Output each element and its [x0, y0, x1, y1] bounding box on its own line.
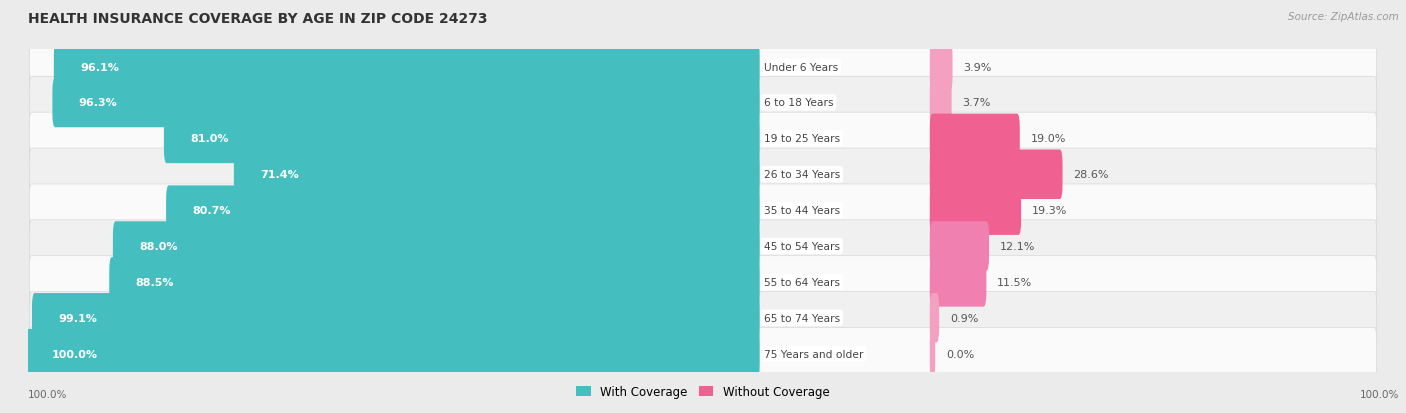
Text: 96.3%: 96.3% — [79, 98, 118, 108]
FancyBboxPatch shape — [929, 114, 1019, 164]
Text: Under 6 Years: Under 6 Years — [763, 62, 838, 72]
FancyBboxPatch shape — [929, 222, 988, 271]
FancyBboxPatch shape — [30, 113, 1376, 165]
FancyBboxPatch shape — [30, 256, 1376, 309]
Legend: With Coverage, Without Coverage: With Coverage, Without Coverage — [572, 381, 834, 403]
FancyBboxPatch shape — [929, 78, 952, 128]
Text: HEALTH INSURANCE COVERAGE BY AGE IN ZIP CODE 24273: HEALTH INSURANCE COVERAGE BY AGE IN ZIP … — [28, 12, 488, 26]
FancyBboxPatch shape — [30, 292, 1376, 344]
FancyBboxPatch shape — [30, 328, 1376, 380]
FancyBboxPatch shape — [929, 43, 952, 92]
FancyBboxPatch shape — [52, 78, 759, 128]
Text: 12.1%: 12.1% — [1000, 242, 1035, 252]
Text: 96.1%: 96.1% — [80, 62, 120, 72]
Text: Source: ZipAtlas.com: Source: ZipAtlas.com — [1288, 12, 1399, 22]
Text: 35 to 44 Years: 35 to 44 Years — [763, 206, 839, 216]
FancyBboxPatch shape — [166, 186, 759, 235]
Text: 6 to 18 Years: 6 to 18 Years — [763, 98, 834, 108]
Text: 26 to 34 Years: 26 to 34 Years — [763, 170, 839, 180]
FancyBboxPatch shape — [165, 114, 759, 164]
Text: 100.0%: 100.0% — [52, 349, 98, 359]
FancyBboxPatch shape — [30, 220, 1376, 273]
Text: 100.0%: 100.0% — [28, 389, 67, 399]
FancyBboxPatch shape — [30, 77, 1376, 129]
Text: 88.5%: 88.5% — [135, 277, 174, 287]
Text: 19.3%: 19.3% — [1032, 206, 1067, 216]
FancyBboxPatch shape — [929, 150, 1063, 199]
Text: 71.4%: 71.4% — [260, 170, 299, 180]
FancyBboxPatch shape — [32, 293, 759, 343]
Text: 55 to 64 Years: 55 to 64 Years — [763, 277, 839, 287]
FancyBboxPatch shape — [30, 41, 1376, 94]
Text: 28.6%: 28.6% — [1073, 170, 1109, 180]
FancyBboxPatch shape — [110, 258, 759, 307]
Text: 88.0%: 88.0% — [139, 242, 177, 252]
Text: 81.0%: 81.0% — [190, 134, 229, 144]
Text: 65 to 74 Years: 65 to 74 Years — [763, 313, 839, 323]
FancyBboxPatch shape — [929, 329, 935, 378]
Text: 75 Years and older: 75 Years and older — [763, 349, 863, 359]
FancyBboxPatch shape — [929, 186, 1021, 235]
Text: 3.9%: 3.9% — [963, 62, 991, 72]
FancyBboxPatch shape — [53, 43, 759, 92]
FancyBboxPatch shape — [30, 185, 1376, 237]
Text: 45 to 54 Years: 45 to 54 Years — [763, 242, 839, 252]
Text: 3.7%: 3.7% — [963, 98, 991, 108]
FancyBboxPatch shape — [112, 222, 759, 271]
Text: 0.0%: 0.0% — [946, 349, 974, 359]
FancyBboxPatch shape — [929, 258, 987, 307]
FancyBboxPatch shape — [30, 149, 1376, 201]
FancyBboxPatch shape — [233, 150, 759, 199]
Text: 19.0%: 19.0% — [1031, 134, 1066, 144]
FancyBboxPatch shape — [929, 293, 939, 343]
Text: 19 to 25 Years: 19 to 25 Years — [763, 134, 839, 144]
Text: 99.1%: 99.1% — [58, 313, 97, 323]
FancyBboxPatch shape — [25, 329, 759, 378]
Text: 100.0%: 100.0% — [1360, 389, 1399, 399]
Text: 11.5%: 11.5% — [997, 277, 1032, 287]
Text: 80.7%: 80.7% — [193, 206, 231, 216]
Text: 0.9%: 0.9% — [950, 313, 979, 323]
